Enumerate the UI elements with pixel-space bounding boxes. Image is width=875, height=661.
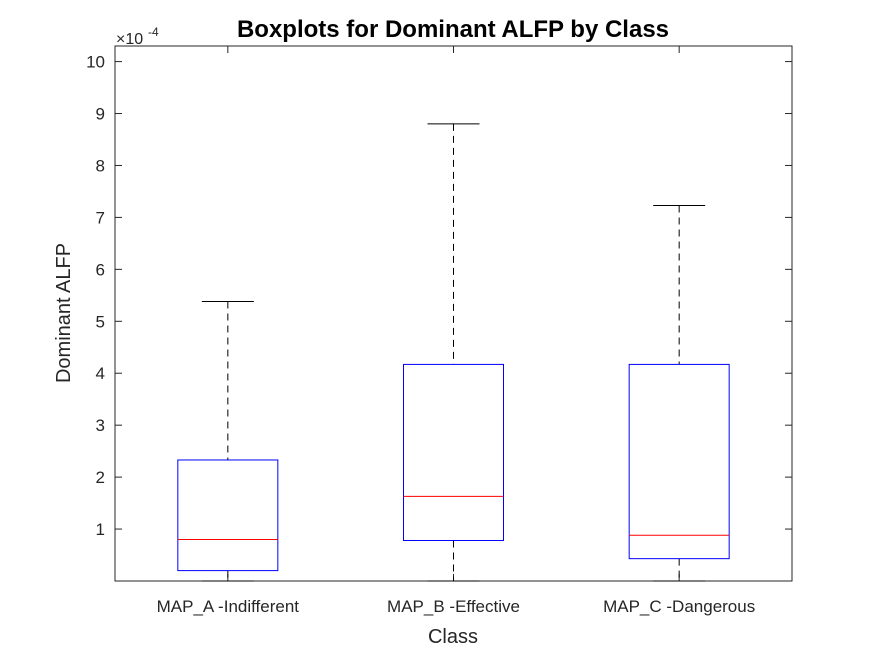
y-tick-label: 6: [96, 260, 105, 279]
x-axis-label: Class: [428, 626, 478, 648]
box-iqr: [403, 363, 504, 541]
y-exponent-base: ×10: [116, 31, 143, 48]
boxes-layer: [177, 123, 730, 582]
y-tick-label: 10: [86, 53, 105, 72]
box-group: [403, 123, 504, 582]
y-exponent-power: -4: [148, 25, 159, 39]
y-axis-ticks: 1 2 3 4 5 6 7 8 9 10: [86, 53, 792, 539]
y-tick-label: 2: [96, 468, 105, 487]
y-exponent-label: ×10 -4: [116, 25, 159, 48]
x-tick-label: MAP_A -Indifferent: [157, 597, 300, 616]
x-tick-label: MAP_B -Effective: [387, 597, 520, 616]
y-axis-label: Dominant ALFP: [53, 243, 75, 383]
box-iqr: [628, 363, 730, 560]
box-iqr: [177, 459, 279, 572]
box-group: [628, 204, 730, 582]
y-tick-label: 1: [96, 520, 105, 539]
chart-title: Boxplots for Dominant ALFP by Class: [237, 16, 669, 43]
y-tick-label: 3: [96, 416, 105, 435]
box-group: [177, 301, 279, 582]
y-tick-label: 7: [96, 208, 105, 227]
x-axis-ticks: MAP_A -Indifferent MAP_B -Effective MAP_C …: [157, 46, 755, 616]
y-tick-label: 4: [96, 364, 105, 383]
x-tick-label: MAP_C -Dangerous: [603, 597, 755, 616]
y-tick-label: 5: [96, 312, 105, 331]
y-tick-label: 9: [96, 105, 105, 124]
y-tick-label: 8: [96, 156, 105, 175]
